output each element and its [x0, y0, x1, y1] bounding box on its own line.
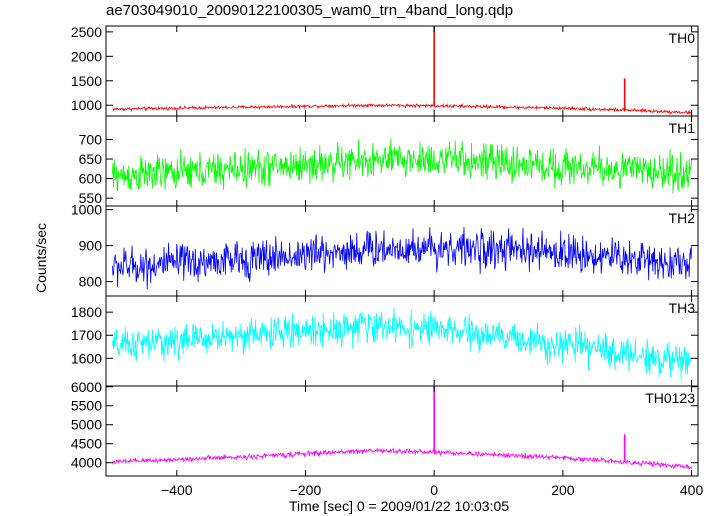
panel-th2: 800 900 1000 TH2 [71, 202, 699, 297]
y-tick-label: 6000 [71, 379, 102, 395]
y-tick-label: 650 [79, 151, 103, 167]
y-tick-label: 1000 [71, 202, 102, 218]
y-tick-label: 4500 [71, 436, 102, 452]
y-tick-label: 4000 [71, 455, 102, 471]
panel-frame [105, 295, 699, 387]
y-axis-title: Counts/sec [33, 223, 49, 293]
x-tick-label: 200 [551, 482, 575, 498]
panel-label-th0123: TH0123 [645, 390, 695, 406]
panel-th0: 1000 1500 2000 2500 TH0 [71, 24, 699, 117]
series-th2-line [112, 226, 692, 290]
panel-frame [105, 385, 699, 477]
panel-label-th1: TH1 [669, 120, 696, 136]
y-tick-label: 600 [79, 171, 103, 187]
y-tick-label: 5000 [71, 417, 102, 433]
y-tick-label: 2500 [71, 24, 102, 40]
y-tick-label: 800 [79, 274, 103, 290]
x-axis-title: Time [sec] 0 = 2009/01/22 10:03:05 [289, 498, 509, 514]
y-tick-label: 1500 [71, 73, 102, 89]
panel-frame [105, 25, 699, 117]
panel-label-th0: TH0 [669, 30, 696, 46]
panel-label-th3: TH3 [669, 300, 696, 316]
y-tick-label: 5500 [71, 398, 102, 414]
panel-th0123: 4000 4500 5000 5500 6000 TH0123 [71, 379, 699, 477]
y-tick-label: 900 [79, 238, 103, 254]
y-tick-label: 1600 [71, 350, 102, 366]
y-tick-label: 550 [79, 190, 103, 206]
panels-group: 1000 1500 2000 2500 TH0 550 600 650 700 TH1 800 900… [71, 24, 699, 477]
panel-th3: 1600 1700 1800 TH3 [71, 295, 699, 387]
x-tick-label: 400 [680, 482, 704, 498]
y-tick-label: 700 [79, 131, 103, 147]
y-tick-label: 1800 [71, 304, 102, 320]
series-th0123-line [112, 447, 692, 470]
panel-label-th2: TH2 [669, 210, 696, 226]
y-tick-label: 1000 [71, 97, 102, 113]
x-axis: −400 −200 0 200 400 [161, 482, 703, 498]
series-th0-line [112, 102, 692, 116]
y-tick-label: 1700 [71, 327, 102, 343]
y-tick-label: 2000 [71, 48, 102, 64]
chart-title: ae703049010_20090122100305_wam0_trn_4ban… [106, 2, 514, 19]
panel-th1: 550 600 650 700 TH1 [79, 115, 699, 207]
x-tick-label: 0 [430, 482, 438, 498]
x-tick-label: −400 [161, 482, 193, 498]
x-tick-label: −200 [290, 482, 322, 498]
series-th3-line [112, 307, 692, 380]
series-th1-line [112, 138, 692, 194]
